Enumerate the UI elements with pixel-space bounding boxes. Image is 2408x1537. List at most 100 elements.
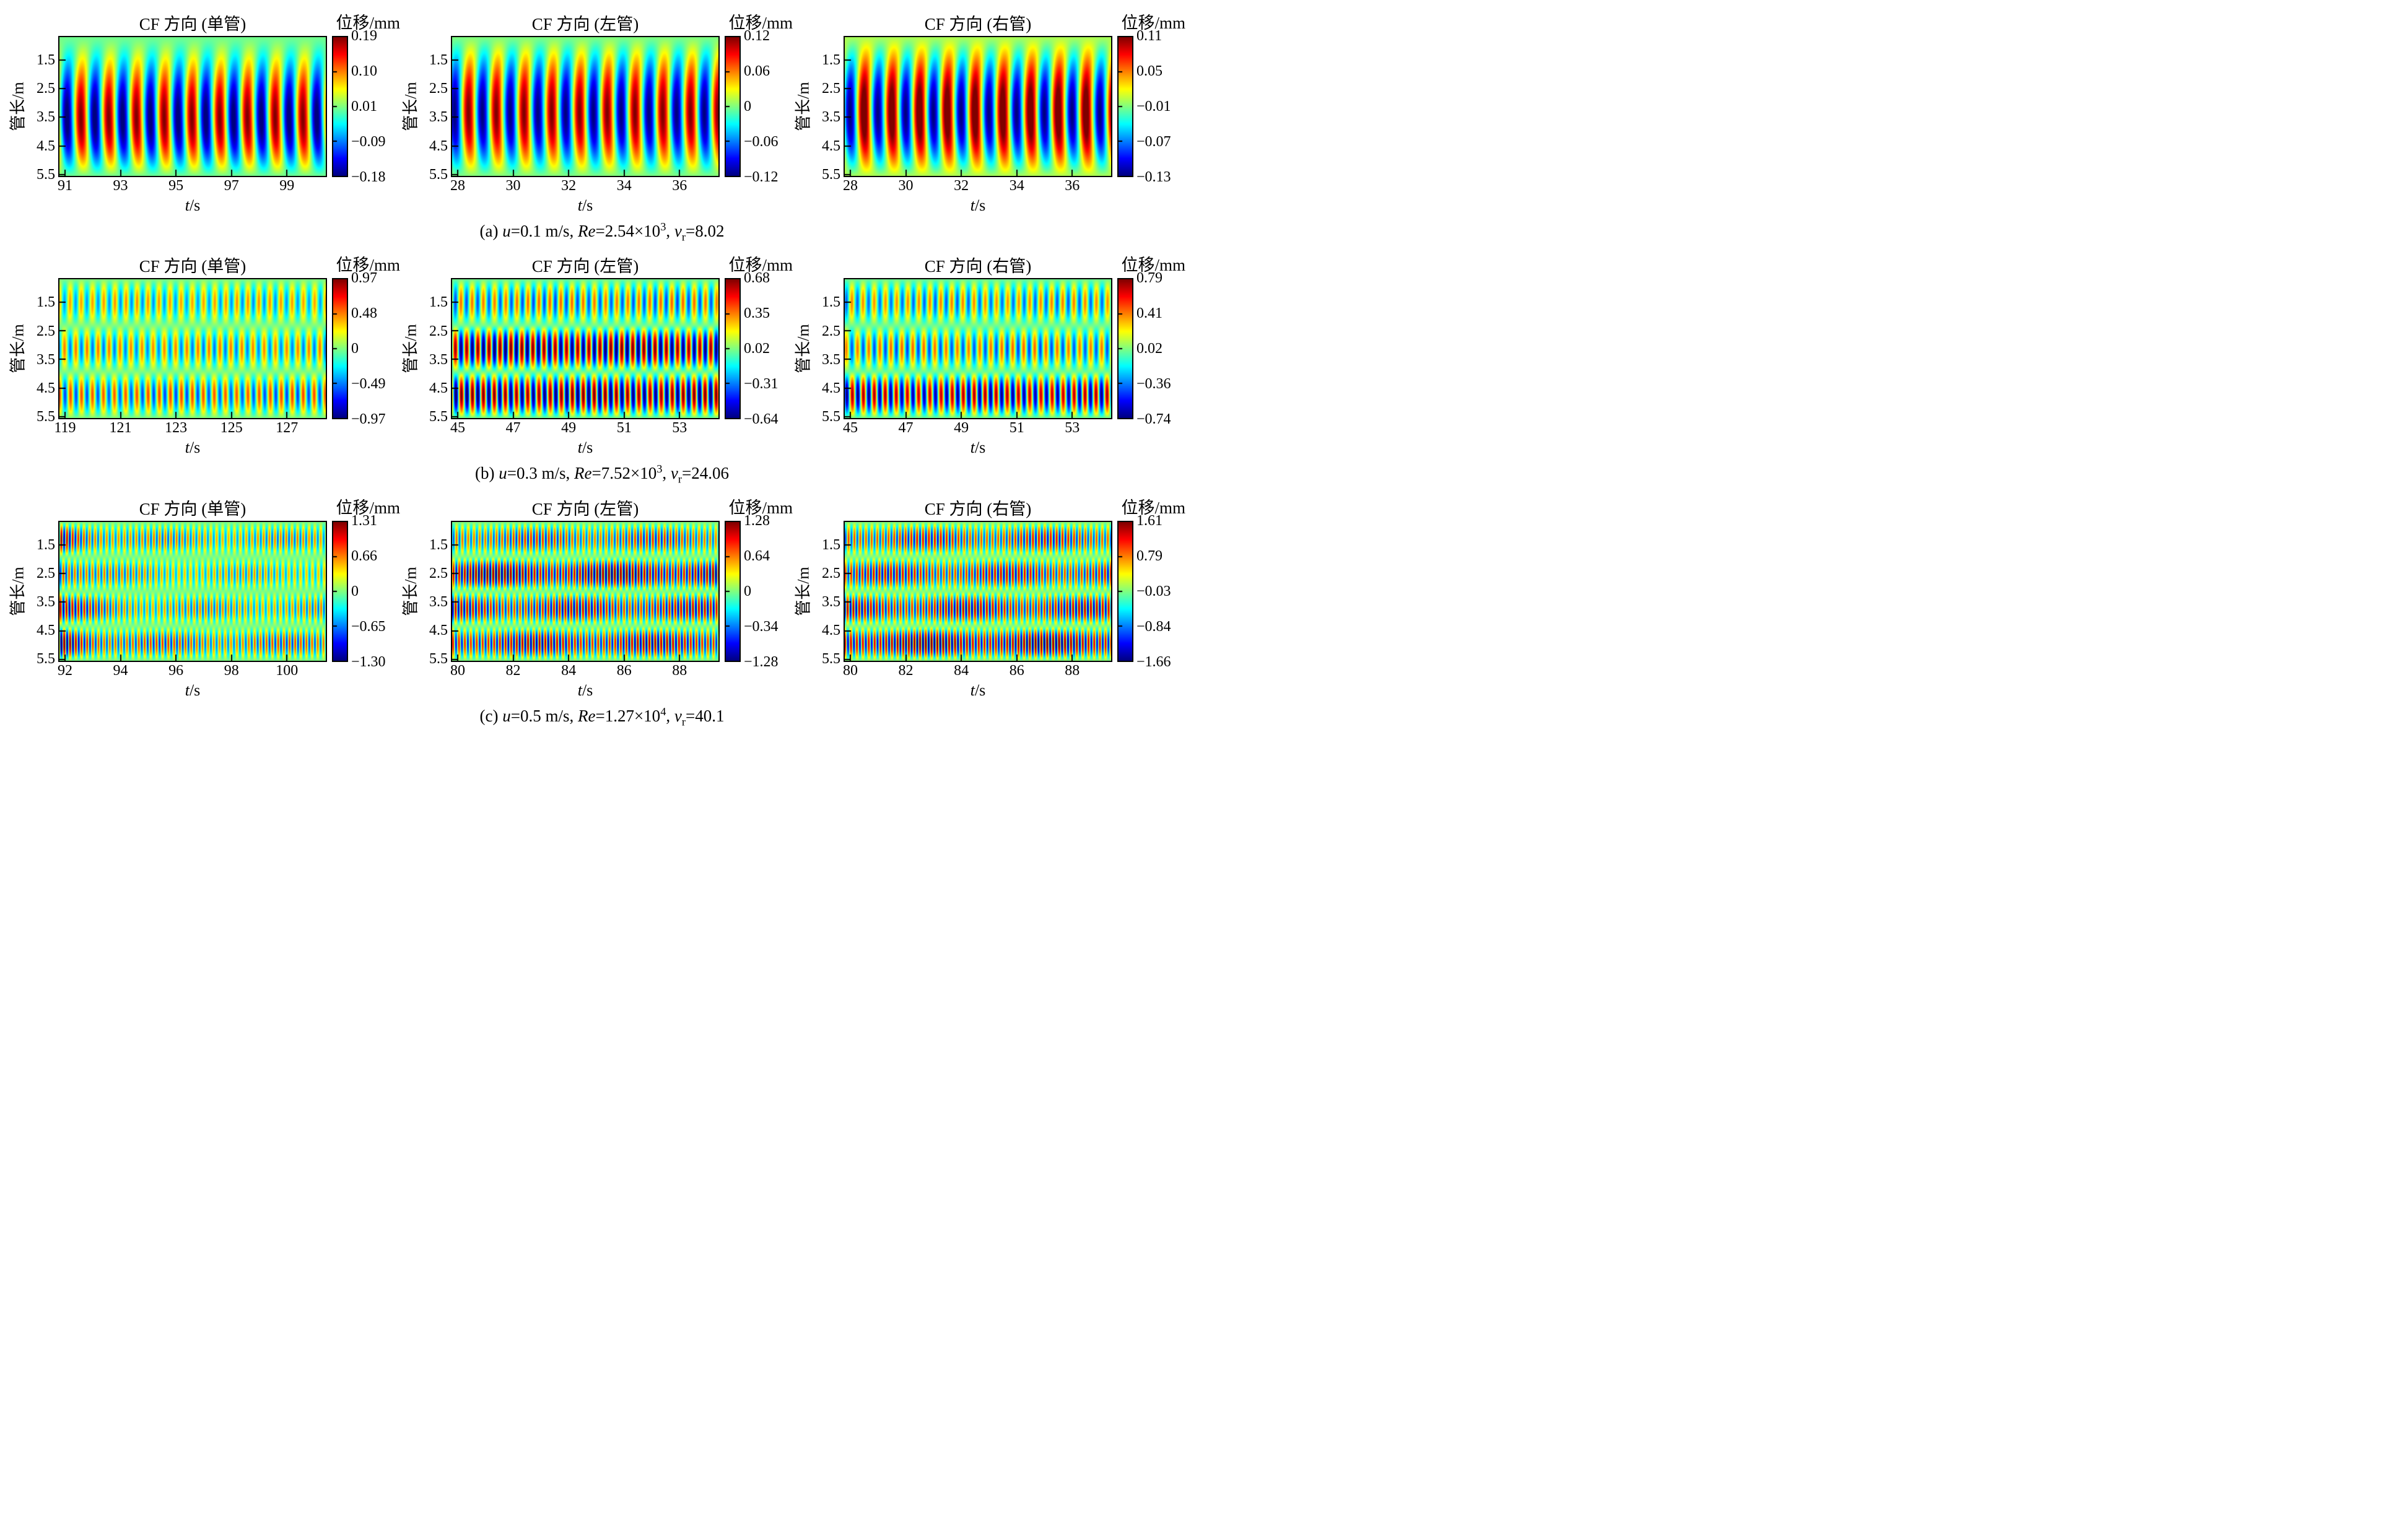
colorbar-tick-label: 0.19 [351,28,377,44]
x-tick-labels: 91 93 95 97 99 [58,177,327,196]
y-tick-label: 1.5 [822,51,840,68]
x-tick-labels: 45 47 49 51 53 [843,419,1112,438]
x-axis-unit: /s [974,681,986,699]
y-tick-label: 1.5 [429,51,448,68]
y-tick-label: 3.5 [37,594,55,611]
colorbar-tick-label: 0.48 [351,305,377,322]
x-tick-label: 91 [57,178,72,194]
caption-segment: , [666,706,674,725]
x-tick-label: 30 [898,178,914,194]
panel-title: CF 方向 (右管) [924,15,1032,33]
x-tick-labels: 45 47 49 51 53 [450,419,720,438]
colorbar-tick-label: 1.31 [351,512,377,529]
y-tick-label: 2.5 [822,565,840,581]
caption-segment: r [681,230,686,243]
y-tick-label: 3.5 [822,351,840,368]
plot-area: 92 94 96 98 100 t/s [58,520,327,700]
panel-title: CF 方向 (左管) [531,257,639,276]
colorbar-tick-label: −0.64 [744,411,779,428]
y-tick-label: 2.5 [429,565,448,581]
y-tick-label: 1.5 [37,51,55,68]
x-axis-unit: /s [974,438,986,457]
y-tick-label: 3.5 [37,109,55,126]
x-tick-labels: 92 94 96 98 100 [58,662,327,681]
figure-root: CF 方向 (单管) 位移/mm 管长/m 1.5 2.5 3.5 4.5 5.5 91… [0,0,1204,736]
heatmap-canvas [58,520,327,662]
colorbar-tick-label: −0.06 [744,134,779,150]
caption-segment: (a) [479,222,503,240]
caption-segment: =0.5 m/s, [510,706,578,725]
y-tick-labels: 1.5 2.5 3.5 4.5 5.5 [419,521,451,667]
x-axis-variable: t [970,196,975,214]
colorbar-tick-label: −0.74 [1136,411,1171,428]
y-tick-label: 5.5 [822,409,840,425]
x-tick-label: 95 [168,178,184,194]
y-tick-label: 4.5 [429,380,448,396]
y-tick-label: 4.5 [37,622,55,639]
x-tick-label: 34 [1009,178,1024,194]
y-tick-label: 2.5 [37,81,55,97]
y-axis-label: 管长/m [400,278,420,419]
colorbar-tick-labels: 0.97 0.48 0 −0.49 −0.97 [348,271,403,427]
colorbar-tick-labels: 0.11 0.05 −0.01 −0.07 −0.13 [1133,28,1188,185]
y-tick-label: 1.5 [429,294,448,311]
colorbar-tick-label: −0.03 [1136,583,1171,599]
y-tick-label: 1.5 [822,294,840,311]
x-tick-label: 36 [672,178,687,194]
plot-area: 80 82 84 86 88 t/s [843,520,1112,700]
x-tick-label: 84 [561,662,577,679]
x-tick-label: 94 [113,662,128,679]
x-axis-unit: /s [582,438,593,457]
heatmap-canvas [451,36,720,177]
y-tick-label: 3.5 [37,351,55,368]
panel-header: CF 方向 (右管) 位移/mm [793,6,1185,35]
x-axis-variable: t [970,681,975,699]
caption-segment: v [674,222,682,240]
x-axis-label: t/s [451,196,720,216]
y-tick-label: 3.5 [822,109,840,126]
y-tick-label: 5.5 [37,651,55,668]
colorbar-label: 位移/mm [728,498,793,517]
colorbar-tick-label: −0.18 [351,169,386,185]
y-axis-label-text: 管长/m [794,324,813,374]
x-tick-label: 125 [220,420,243,437]
panel-body: 管长/m 1.5 2.5 3.5 4.5 5.5 80 82 84 86 88 t/s 1.28… [400,513,793,700]
x-axis-label: t/s [844,681,1112,700]
colorbar-tick-labels: 0.19 0.10 0.01 −0.09 −0.18 [348,28,403,185]
colorbar-tick-label: 0.11 [1136,28,1163,44]
heatmap-canvas [451,520,720,662]
colorbar-tick-label: 0 [351,583,359,599]
caption-segment: =2.54×10 [595,222,661,240]
colorbar-tick-label: −0.49 [351,376,386,393]
y-axis-label-text: 管长/m [401,82,420,131]
heatmap-panel: CF 方向 (右管) 位移/mm 管长/m 1.5 2.5 3.5 4.5 5.5 45… [793,248,1186,458]
x-tick-label: 51 [616,420,632,437]
x-axis-unit: /s [189,681,201,699]
caption-segment: =40.1 [685,706,725,725]
y-axis-label-text: 管长/m [401,567,420,616]
x-tick-labels: 80 82 84 86 88 [843,662,1112,681]
x-tick-label: 80 [450,662,465,679]
caption-segment: u [502,706,511,725]
colorbar-tick-label: 0.10 [351,63,377,79]
row-a: CF 方向 (单管) 位移/mm 管长/m 1.5 2.5 3.5 4.5 5.5 91… [7,6,1197,245]
x-tick-label: 36 [1065,178,1080,194]
caption-segment: Re [574,464,592,483]
colorbar-tick-label: 0.01 [351,98,377,115]
heatmap-panel: CF 方向 (单管) 位移/mm 管长/m 1.5 2.5 3.5 4.5 5.5 11… [7,248,403,458]
colorbar-gradient [1117,278,1133,420]
y-tick-label: 2.5 [37,323,55,339]
x-tick-label: 93 [113,178,128,194]
colorbar-tick-label: 0.05 [1136,63,1163,79]
plot-area: 45 47 49 51 53 t/s [450,278,720,458]
colorbar-label: 位移/mm [336,498,400,517]
panel-body: 管长/m 1.5 2.5 3.5 4.5 5.5 92 94 96 98 100 t/s 1.3… [7,513,400,700]
x-axis-label: t/s [58,681,327,700]
y-tick-label: 1.5 [37,294,55,311]
heatmap-canvas [844,278,1112,420]
x-tick-label: 30 [505,178,521,194]
colorbar-gradient [1117,36,1133,177]
heatmap-panel: CF 方向 (左管) 位移/mm 管长/m 1.5 2.5 3.5 4.5 5.5 28… [400,6,793,216]
x-axis-label: t/s [844,196,1112,216]
y-tick-label: 2.5 [822,81,840,97]
